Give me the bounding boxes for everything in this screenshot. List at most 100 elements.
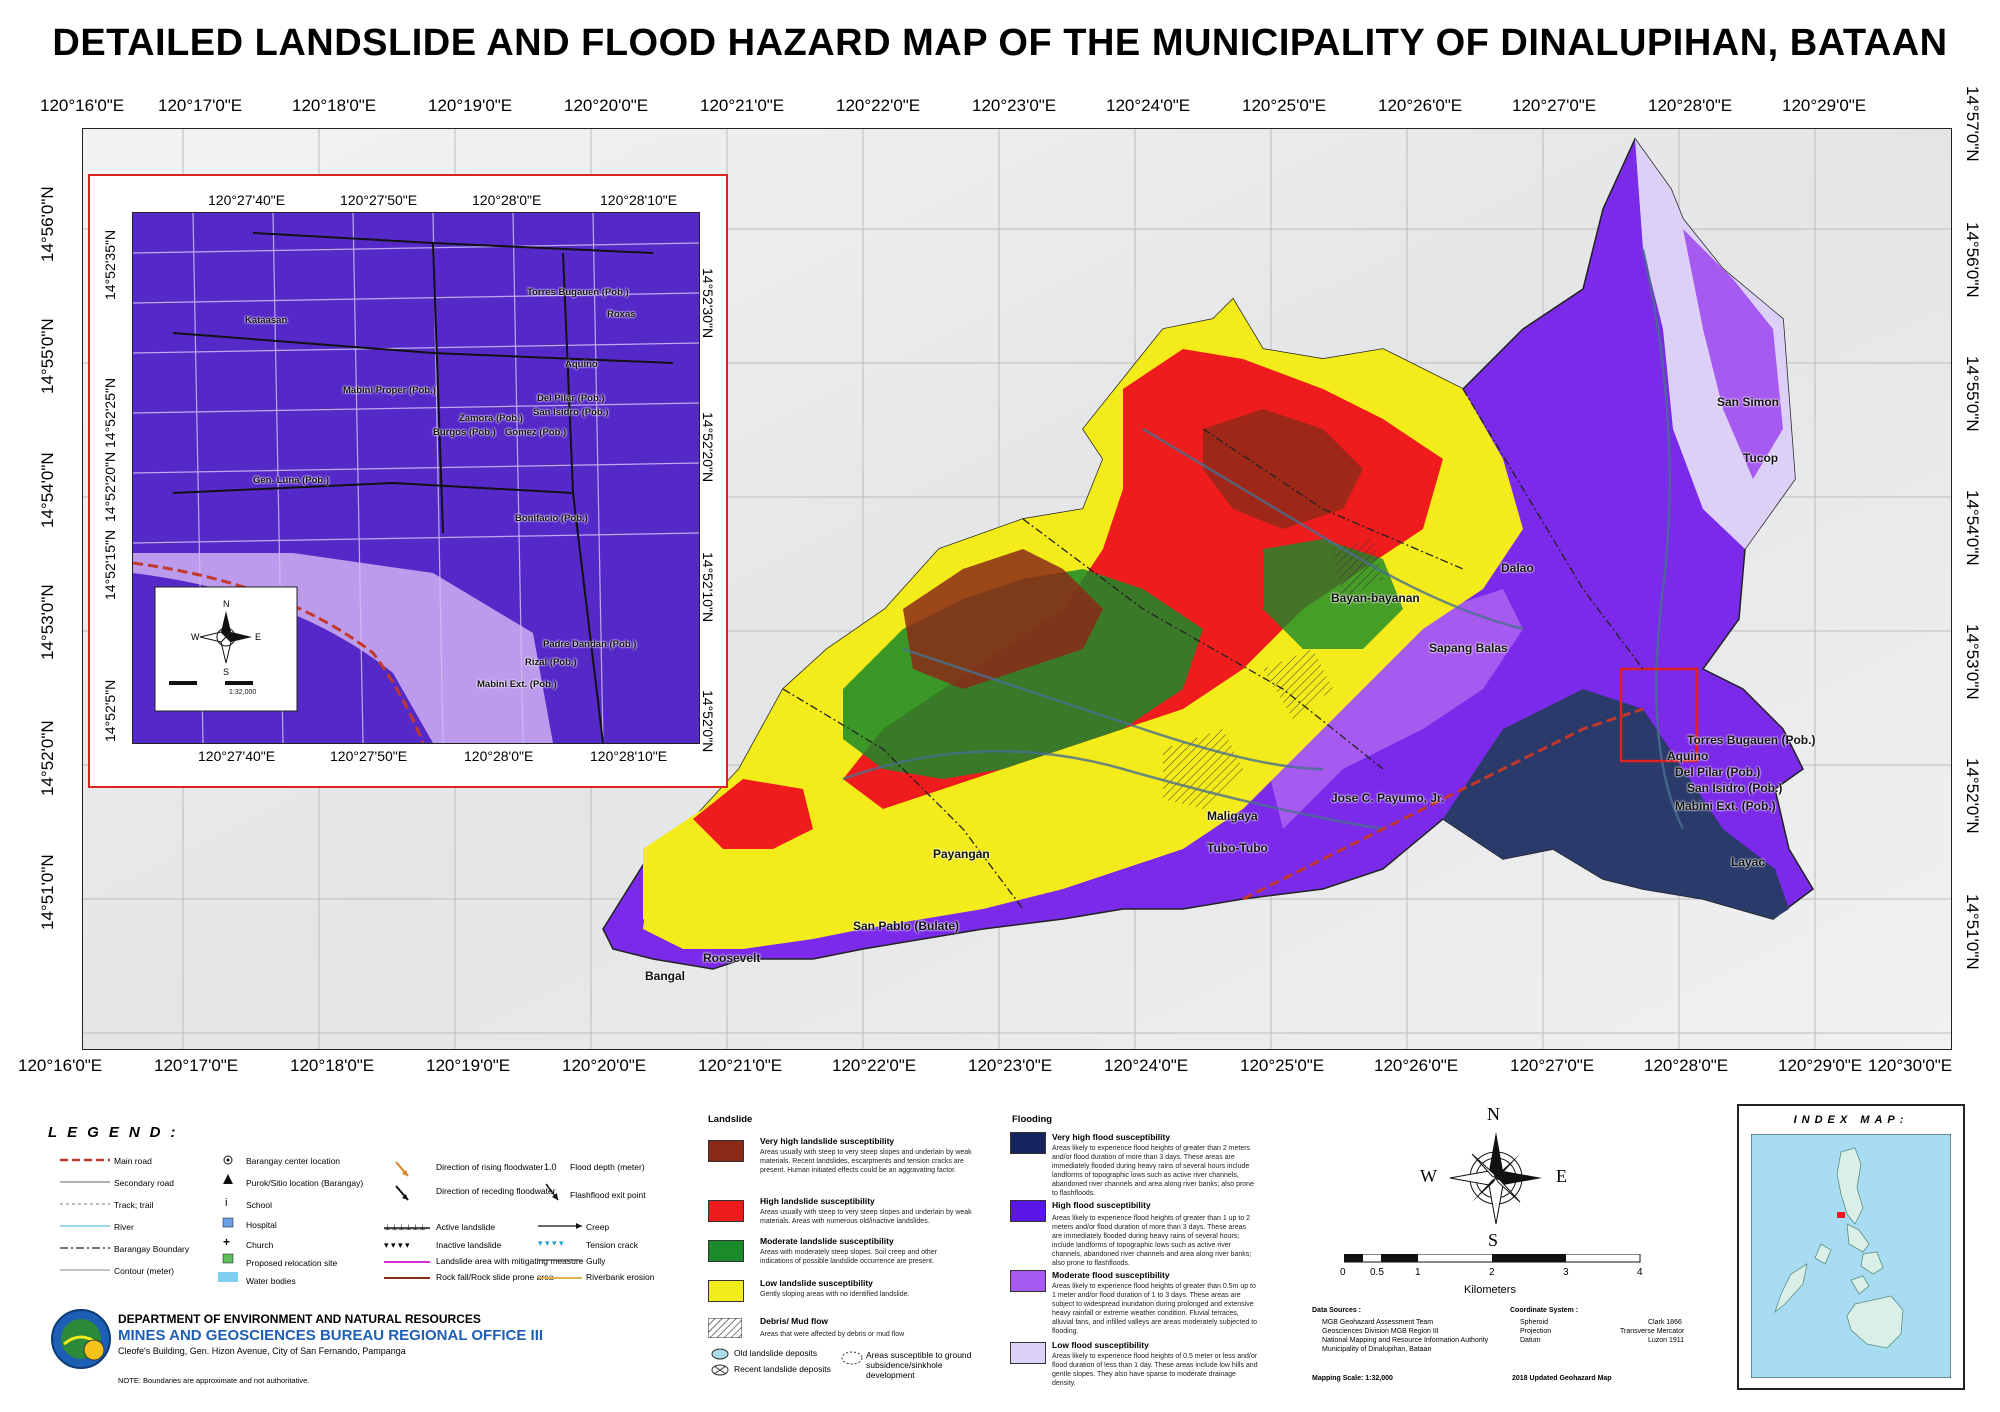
inset-place-label: Gomez (Pob.) (505, 427, 567, 438)
legend-flood-depth: Flood depth (meter) (570, 1162, 645, 1172)
swatch-moderate-flood (1010, 1270, 1046, 1292)
landslide-class-desc: Areas usually with steep to very steep s… (760, 1209, 972, 1225)
inset-lat-label: 14°52'20"N (700, 412, 716, 483)
landslide-heading: Landslide (708, 1114, 753, 1125)
inset-place-label: Zamora (Pob.) (459, 413, 523, 424)
arrow-symbols: ⊥⊥⊥⊥⊥⊥ ▾ ▾ ▾ ▾ (384, 1161, 430, 1279)
map-graphics (83, 129, 1951, 1049)
lon-label: 120°24'0"E (1104, 1056, 1189, 1075)
lat-label: 14°51'0"N (1963, 894, 1982, 970)
landslide-class-name: Very high landslide susceptibility (760, 1136, 895, 1146)
lon-label: 120°19'0"E (426, 1056, 511, 1075)
lon-label: 120°24'0"E (1106, 96, 1191, 115)
landslide-class-name: Low landslide susceptibility (760, 1278, 873, 1288)
place-label: Dalao (1501, 561, 1534, 575)
lon-label: 120°17'0"E (154, 1056, 239, 1075)
inset-lat-label: 14°52'0"N (700, 690, 716, 753)
point-symbols: i + (218, 1155, 238, 1282)
legend-riverbank-erosion: Riverbank erosion (586, 1272, 655, 1282)
inset-place-label: Torres Bugauen (Pob.) (527, 287, 629, 298)
swatch-debris-flow (708, 1318, 742, 1338)
inset-canvas: N S W E 1:32,000 Torres Bugauen (Pob.) R… (132, 212, 700, 744)
inset-lat-label: 14°52'35"N (102, 229, 118, 300)
scale-tick: 1 (1415, 1267, 1421, 1278)
landslide-class-desc: Gently sloping areas with no identified … (760, 1291, 910, 1298)
lon-label: 120°18'0"E (292, 96, 377, 115)
lon-label: 120°25'0"E (1240, 1056, 1325, 1075)
flood-class-desc: Areas likely to experience flood heights… (1052, 1353, 1258, 1387)
svg-text:E: E (255, 632, 261, 642)
legend-water-bodies: Water bodies (246, 1276, 296, 1286)
scale-bar-graphic (1344, 1254, 1641, 1263)
inset-place-label: Aquino (565, 359, 598, 370)
place-label: Layac (1731, 855, 1766, 869)
scale-unit: Kilometers (1464, 1284, 1516, 1296)
legend-title: LEGEND: (48, 1124, 186, 1141)
lon-label: 120°29'0"E (1778, 1056, 1863, 1075)
coord-key: Spheroid (1520, 1319, 1549, 1326)
lon-label: 120°27'0"E (1510, 1056, 1595, 1075)
lon-label: 120°16'0"E (18, 1056, 103, 1075)
place-label: Mabini Ext. (Pob.) (1675, 799, 1776, 813)
lat-label: 14°54'0"N (1963, 490, 1982, 566)
compass-n: N (1487, 1104, 1500, 1124)
legend-mitigating-measure: Landslide area with mitigating measure (436, 1256, 584, 1266)
place-label: Payangan (933, 847, 990, 861)
inset-place-label: Bonifacio (Pob.) (515, 513, 588, 524)
legend-recent-landslide-deposits: Recent landslide deposits (734, 1364, 831, 1374)
index-map[interactable]: INDEX MAP: (1737, 1104, 1965, 1390)
svg-text:N: N (223, 599, 230, 609)
river-lines (842, 248, 1685, 831)
lon-label: 120°27'0"E (1512, 96, 1597, 115)
legend-hospital: Hospital (246, 1220, 277, 1230)
legend-contour: Contour (meter) (114, 1266, 174, 1276)
main-road (1242, 707, 1644, 901)
place-label: Bayan-bayanan (1331, 591, 1420, 605)
flood-class-desc: Areas likely to experience flood heights… (1052, 1215, 1252, 1267)
inset-lat-label: 14°52'20"N (102, 451, 118, 522)
place-label: Bangal (645, 969, 686, 983)
poblacion-inset-map[interactable]: 120°27'40"E 120°27'50"E 120°28'0"E 120°2… (88, 174, 728, 788)
inset-place-label: Mabini Ext. (Pob.) (477, 679, 557, 690)
svg-text:▾ ▾ ▾ ▾: ▾ ▾ ▾ ▾ (384, 1240, 410, 1250)
boundary-note: NOTE: Boundaries are approximate and not… (118, 1376, 310, 1385)
deposit-symbols (711, 1348, 863, 1376)
lat-label: 14°52'0"N (38, 720, 57, 796)
inset-lat-label: 14°52'15"N (102, 529, 118, 600)
poblacion-inset-box[interactable] (1619, 667, 1699, 763)
inset-lon-label: 120°28'10"E (590, 748, 668, 764)
philippines-outline (1751, 1134, 1951, 1378)
inset-lon-label: 120°28'0"E (464, 748, 534, 764)
legend-inactive-landslide: Inactive landslide (436, 1240, 502, 1250)
landslide-class-name: High landslide susceptibility (760, 1196, 875, 1206)
legend-school: School (246, 1200, 272, 1210)
inset-lat-label: 14°52'30"N (700, 268, 716, 339)
hazard-map-canvas[interactable]: San Simon Tucop Dalao Bayan-bayanan Sapa… (82, 128, 1952, 1050)
svg-text:W: W (191, 632, 200, 642)
lon-label: 120°29'0"E (1782, 96, 1867, 115)
data-source-line: National Mapping and Resource Informatio… (1322, 1337, 1489, 1344)
inset-lat-label: 14°52'25"N (102, 377, 118, 448)
index-map-title: INDEX MAP: (1793, 1114, 1909, 1126)
swatch-high-landslide (708, 1200, 744, 1222)
map-title: DETAILED LANDSLIDE AND FLOOD HAZARD MAP … (52, 22, 1948, 64)
place-label: Tubo-Tubo (1207, 841, 1268, 855)
svg-text:i: i (225, 1197, 227, 1209)
legend-rising-floodwater: Direction of rising floodwater (436, 1162, 544, 1172)
legend-relocation-site: Proposed relocation site (246, 1258, 338, 1268)
inset-lon-label: 120°27'40"E (208, 192, 286, 208)
inset-place-label: Rizal (Pob.) (525, 657, 577, 668)
lon-label: 120°18'0"E (290, 1056, 375, 1075)
place-label: Maligaya (1207, 809, 1258, 823)
legend-barangay-boundary: Barangay Boundary (114, 1244, 190, 1254)
inset-scale-text: 1:32,000 (229, 689, 257, 696)
inset-lon-label: 120°27'50"E (330, 748, 408, 764)
inset-place-label: Del Pilar (Pob.) (537, 393, 605, 404)
lat-label: 14°53'0"N (38, 584, 57, 660)
lat-label: 14°55'0"N (1963, 356, 1982, 432)
flood-class-desc: Areas likely to experience flood heights… (1052, 1145, 1254, 1197)
inset-lon-label: 120°27'40"E (198, 748, 276, 764)
inset-place-label: San Isidro (Pob.) (533, 407, 609, 418)
place-label: Tucop (1743, 451, 1779, 465)
lon-label: 120°22'0"E (832, 1056, 917, 1075)
